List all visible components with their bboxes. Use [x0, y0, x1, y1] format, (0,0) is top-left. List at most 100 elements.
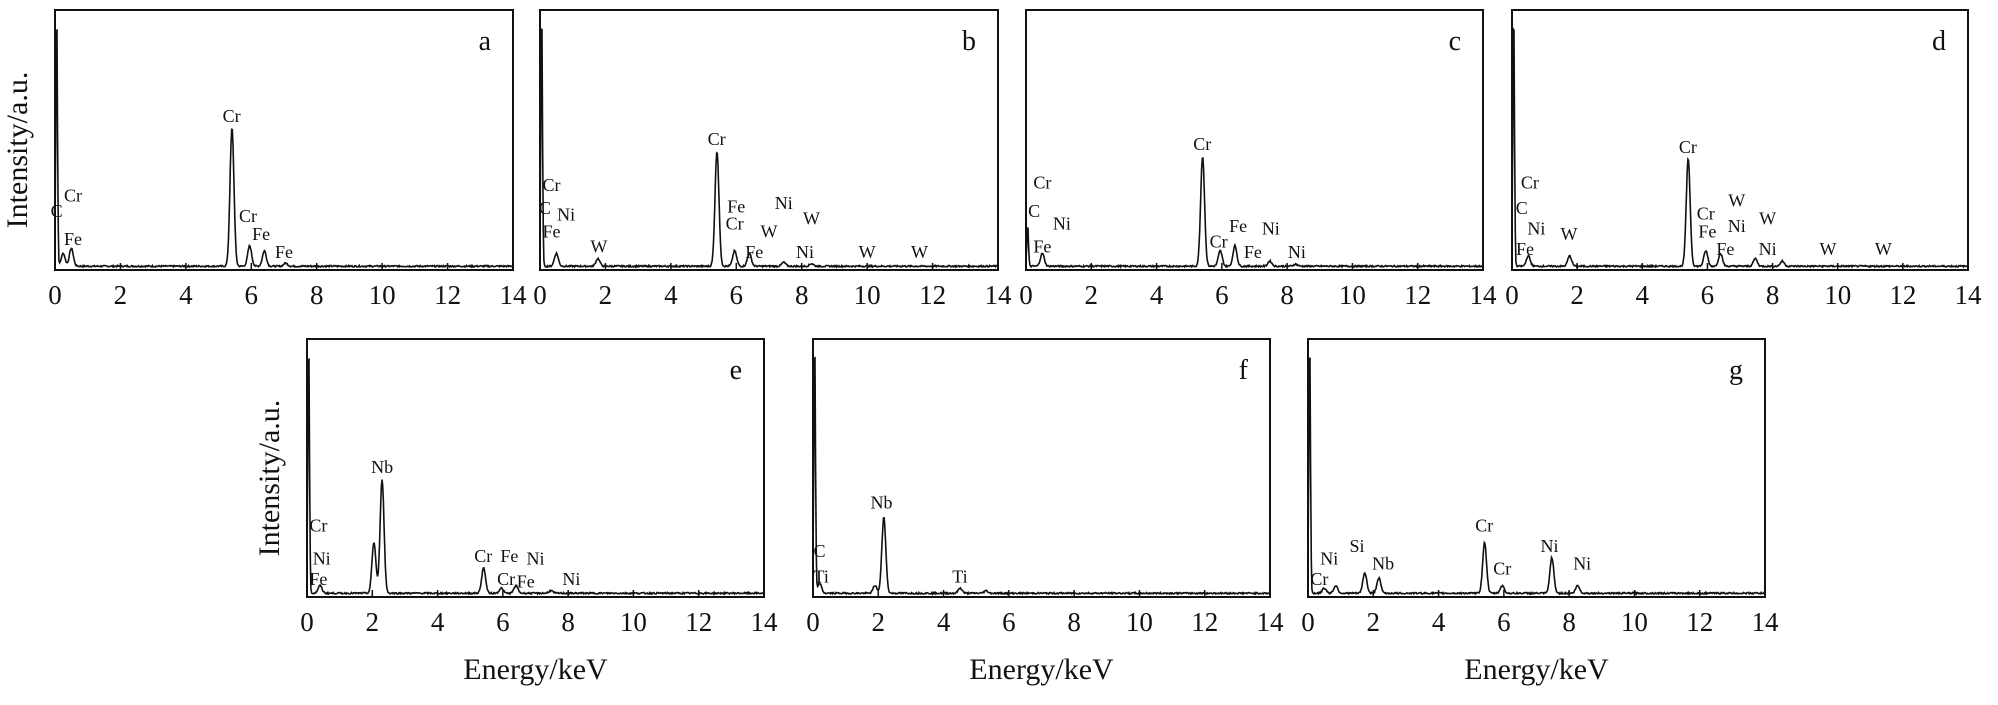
peak-label-ni: Ni — [557, 205, 575, 225]
x-tick-label: 8 — [561, 607, 575, 637]
plot-frame — [812, 338, 1271, 598]
peak-label-cr: Cr — [726, 214, 744, 234]
x-tick-label: 12 — [685, 607, 712, 637]
peak-label-ni: Ni — [527, 549, 545, 569]
x-tick-label: 10 — [854, 280, 881, 310]
x-tick-label: 6 — [1215, 280, 1229, 310]
peak-label-w: W — [1561, 224, 1578, 244]
peak-label-ni: Ni — [775, 193, 793, 213]
x-tick-label: 4 — [1150, 280, 1164, 310]
peak-label-c: C — [539, 198, 551, 218]
peak-label-ti: Ti — [952, 566, 967, 586]
peak-label-cr: Cr — [1697, 203, 1715, 223]
peak-label-cr: Cr — [1679, 137, 1697, 157]
x-tick-label: 8 — [1280, 280, 1294, 310]
spectrum-line — [54, 28, 514, 269]
x-tick-label: 2 — [1085, 280, 1099, 310]
panel-letter: d — [1932, 26, 1946, 57]
x-axis-title: Energy/keV — [463, 653, 608, 686]
x-tick-label: 8 — [310, 280, 324, 310]
x-tick-label: 10 — [369, 280, 396, 310]
peak-label-c: C — [814, 541, 826, 561]
x-tick-label: 12 — [919, 280, 946, 310]
peak-label-cr: Cr — [64, 185, 82, 205]
plot-frame — [539, 9, 999, 271]
peak-label-nb: Nb — [871, 493, 893, 513]
x-tick-label: 2 — [1367, 607, 1381, 637]
y-axis-title: Intensity/a.u. — [253, 400, 286, 557]
x-tick-label: 0 — [806, 607, 820, 637]
peak-label-w: W — [1819, 239, 1836, 259]
plot-frame — [1025, 9, 1484, 271]
panel-letter: f — [1239, 355, 1249, 386]
peak-label-cr: Cr — [497, 569, 515, 589]
x-tick-label: 10 — [620, 607, 647, 637]
peak-label-ni: Ni — [1527, 219, 1545, 239]
peak-label-w: W — [803, 208, 820, 228]
peak-label-ti: Ti — [813, 566, 828, 586]
peak-label-fe: Fe — [542, 221, 560, 241]
peak-label-fe: Fe — [1698, 221, 1716, 241]
peak-label-c: C — [1516, 198, 1528, 218]
x-tick-label: 14 — [500, 280, 528, 310]
peak-label-fe: Fe — [309, 569, 327, 589]
peak-label-nb: Nb — [371, 457, 393, 477]
peak-label-cr: Cr — [1521, 173, 1539, 193]
x-tick-label: 8 — [795, 280, 809, 310]
panel-e: 0 2 4 6 8 10 12 14 e Energy/keV Intensity/a.u. Cr Ni… — [253, 338, 778, 686]
x-tick-label: 12 — [434, 280, 461, 310]
peak-label-cr: Cr — [474, 546, 492, 566]
peak-label-ni: Ni — [1053, 214, 1071, 234]
peak-label-cr: Cr — [1310, 569, 1328, 589]
x-tick-label: 12 — [1191, 607, 1218, 637]
x-tick-label: 6 — [1002, 607, 1016, 637]
x-tick-label: 6 — [245, 280, 259, 310]
peak-label-cr: Cr — [309, 516, 327, 536]
peak-label-ni: Ni — [1759, 239, 1777, 259]
peak-label-ni: Ni — [562, 569, 580, 589]
x-tick-label: 14 — [1752, 607, 1780, 637]
peak-label-cr: Cr — [708, 129, 726, 149]
panel-letter: g — [1729, 355, 1743, 386]
plot-frame — [1511, 9, 1969, 271]
x-tick-label: 0 — [48, 280, 62, 310]
x-tick-label: 8 — [1766, 280, 1780, 310]
x-tick-label: 0 — [300, 607, 314, 637]
panel-letter: a — [479, 26, 492, 57]
peak-label-w: W — [911, 242, 928, 262]
plot-frame — [1307, 338, 1766, 598]
x-tick-label: 0 — [1301, 607, 1315, 637]
peak-label-fe: Fe — [727, 196, 745, 216]
x-tick-label: 14 — [985, 280, 1013, 310]
peak-label-w: W — [761, 221, 778, 241]
peak-label-w: W — [590, 237, 607, 257]
peak-label-cr: Cr — [1475, 516, 1493, 536]
x-tick-label: 4 — [1636, 280, 1650, 310]
x-tick-label: 6 — [496, 607, 510, 637]
x-tick-label: 2 — [1570, 280, 1584, 310]
panel-letter: e — [730, 355, 742, 386]
x-tick-label: 10 — [1339, 280, 1366, 310]
plot-frame — [54, 9, 514, 271]
x-tick-label: 14 — [1955, 280, 1983, 310]
peak-label-c: C — [51, 201, 63, 221]
panel-letter: c — [1449, 26, 1461, 57]
peak-label-cr: Cr — [1193, 134, 1211, 154]
panel-letter: b — [962, 26, 976, 57]
peak-label-fe: Fe — [1716, 239, 1734, 259]
x-tick-label: 4 — [664, 280, 678, 310]
peak-label-w: W — [1875, 239, 1892, 259]
x-tick-label: 8 — [1067, 607, 1081, 637]
spectrum-line — [812, 356, 1271, 596]
x-tick-label: 4 — [937, 607, 951, 637]
peak-label-cr: Cr — [1210, 232, 1228, 252]
peak-label-nb: Nb — [1372, 554, 1394, 574]
peak-label-cr: Cr — [542, 175, 560, 195]
x-tick-label: 10 — [1824, 280, 1851, 310]
panel-f: 0 2 4 6 8 10 12 14 f Energy/keV C Ti Nb Ti — [806, 338, 1284, 686]
x-tick-label: 8 — [1562, 607, 1576, 637]
